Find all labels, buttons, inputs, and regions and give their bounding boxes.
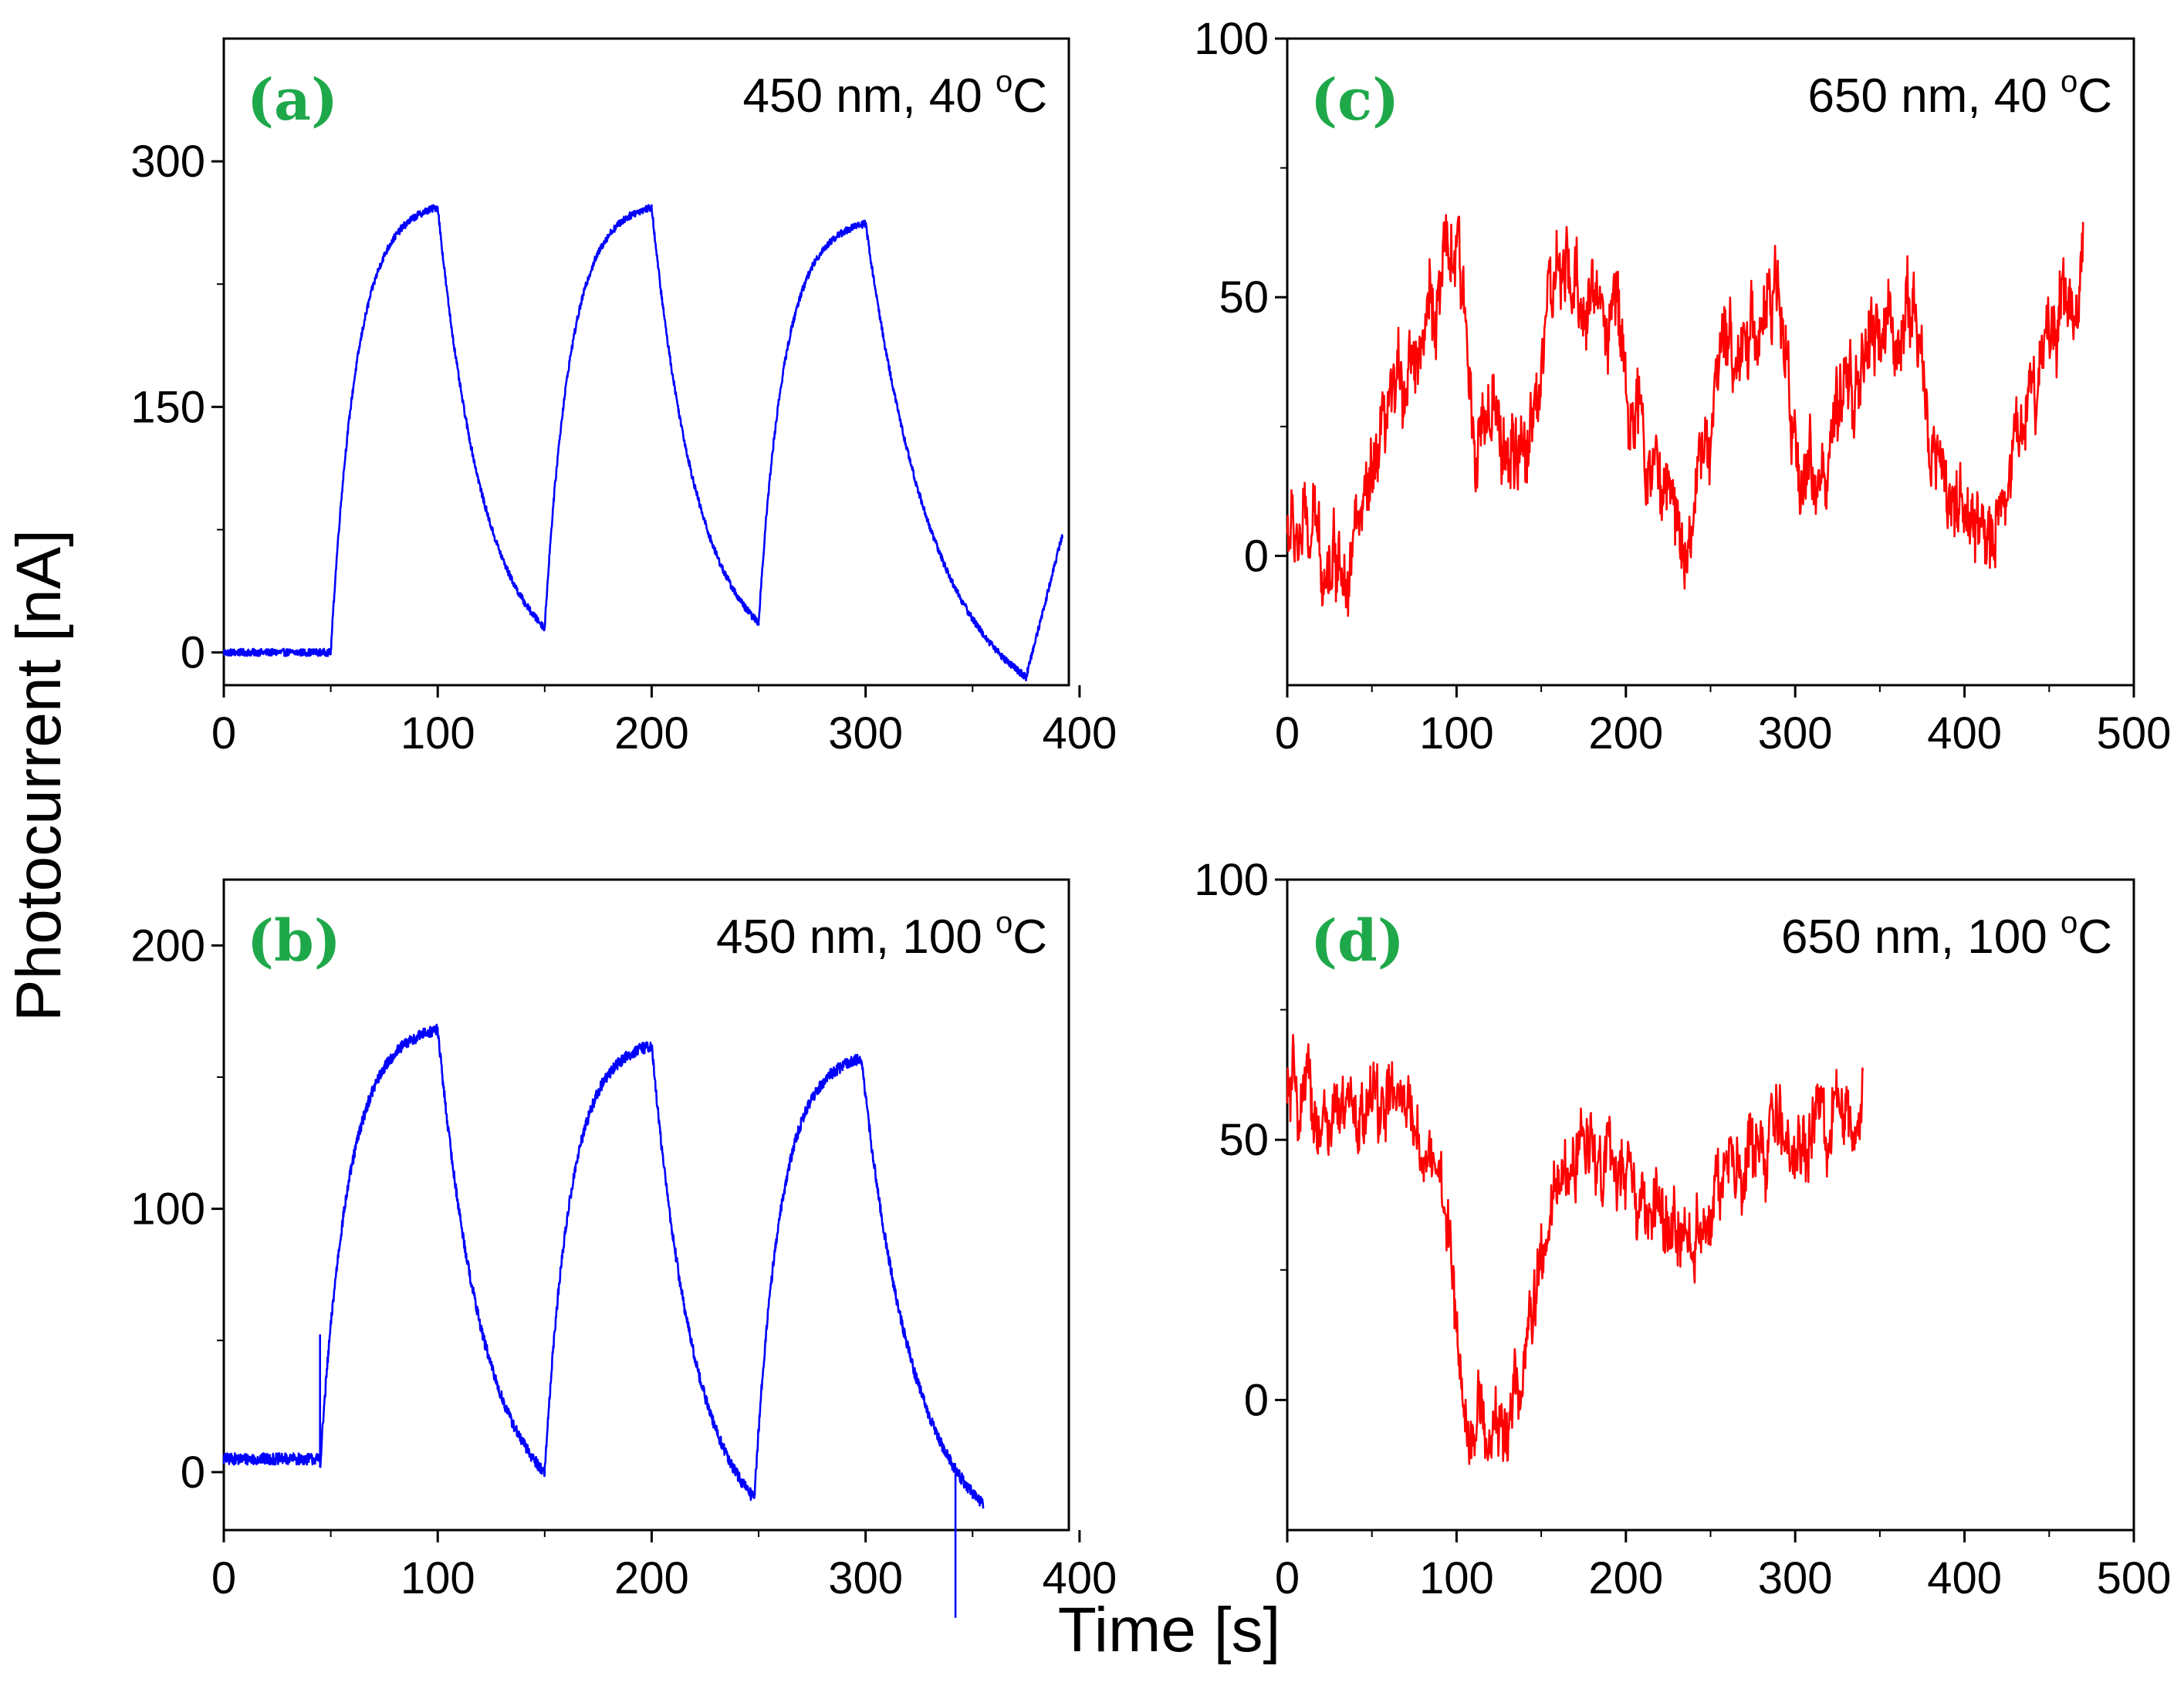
panel-d: 0 100 200 300 400 500 0 50 100 (d) 650 nm, 100 o… bbox=[1194, 855, 2171, 1603]
x-tick-label-c-2: 200 bbox=[1588, 708, 1663, 758]
x-tick-label-c-1: 100 bbox=[1419, 708, 1494, 758]
panel-b-annotation: 450 nm, 100 oC bbox=[716, 906, 1047, 964]
x-tick-label-b-2: 200 bbox=[614, 1553, 689, 1603]
panel-b-annotation-unit: C bbox=[1013, 910, 1047, 964]
panel-c-annotation-degree: o bbox=[2061, 65, 2078, 99]
y-tick-label-b-2: 200 bbox=[130, 921, 205, 971]
x-tick-label-c-4: 400 bbox=[1927, 708, 2002, 758]
panel-c-annotation: 650 nm, 40 oC bbox=[1808, 65, 2112, 123]
panel-b-frame bbox=[222, 878, 1070, 1532]
y-tick-label-d-0: 0 bbox=[1244, 1375, 1269, 1425]
panel-b-label: (b) bbox=[247, 908, 341, 975]
panel-b-annotation-main: 450 nm, 100 bbox=[716, 910, 996, 964]
y-tick-label-b-0: 0 bbox=[181, 1448, 205, 1498]
x-tick-label-a-4: 400 bbox=[1042, 708, 1117, 758]
panel-b: 0 100 200 300 400 0 100 200 (b) 450 nm, 100 oC bbox=[130, 878, 1117, 1618]
panel-a-label: (a) bbox=[247, 67, 338, 133]
panel-a-annotation-unit: C bbox=[1013, 69, 1047, 123]
y-tick-label-a-2: 300 bbox=[130, 137, 205, 187]
panel-c: 0 100 200 300 400 500 0 50 100 (c) 650 nm, 40 oC bbox=[1194, 14, 2171, 758]
panel-d-trace bbox=[1286, 1033, 1865, 1465]
x-tick-label-b-4: 400 bbox=[1042, 1553, 1117, 1603]
x-tick-label-c-5: 500 bbox=[2097, 708, 2172, 758]
panel-b-trace bbox=[222, 1023, 985, 1618]
x-tick-label-a-1: 100 bbox=[401, 708, 475, 758]
x-tick-label-a-0: 0 bbox=[211, 708, 236, 758]
panel-c-annotation-unit: C bbox=[2078, 69, 2112, 123]
panel-a: 0 100 200 300 400 0 150 300 (a) 450 nm, 40 oC bbox=[130, 37, 1117, 758]
y-tick-label-c-0: 0 bbox=[1244, 531, 1269, 581]
x-tick-label-d-4: 400 bbox=[1927, 1553, 2002, 1603]
x-tick-label-d-5: 500 bbox=[2097, 1553, 2172, 1603]
x-tick-label-d-1: 100 bbox=[1419, 1553, 1494, 1603]
x-tick-label-b-1: 100 bbox=[401, 1553, 475, 1603]
x-tick-label-a-2: 200 bbox=[614, 708, 689, 758]
x-tick-label-c-0: 0 bbox=[1275, 708, 1300, 758]
panel-a-trace bbox=[222, 204, 1063, 682]
panel-d-annotation-unit: C bbox=[2078, 910, 2112, 964]
panel-a-annotation: 450 nm, 40 oC bbox=[743, 65, 1047, 123]
x-axis-title: Time [s] bbox=[1058, 1595, 1281, 1665]
panel-a-annotation-degree: o bbox=[996, 65, 1013, 99]
panel-d-annotation: 650 nm, 100 oC bbox=[1781, 906, 2112, 964]
panel-c-label: (c) bbox=[1310, 67, 1399, 133]
x-tick-label-d-3: 300 bbox=[1758, 1553, 1833, 1603]
x-tick-label-d-2: 200 bbox=[1588, 1553, 1663, 1603]
panel-a-annotation-main: 450 nm, 40 bbox=[743, 69, 996, 123]
y-tick-label-a-0: 0 bbox=[181, 628, 205, 678]
x-tick-label-b-3: 300 bbox=[828, 1553, 903, 1603]
y-tick-label-b-1: 100 bbox=[130, 1184, 205, 1235]
panel-c-annotation-main: 650 nm, 40 bbox=[1808, 69, 2061, 123]
y-tick-label-d-1: 50 bbox=[1219, 1115, 1269, 1165]
panel-d-label: (d) bbox=[1310, 908, 1405, 975]
panel-b-annotation-degree: o bbox=[996, 906, 1013, 940]
x-tick-label-b-0: 0 bbox=[211, 1553, 236, 1603]
panel-d-annotation-degree: o bbox=[2061, 906, 2078, 940]
y-tick-label-a-1: 150 bbox=[130, 382, 205, 432]
panel-d-frame bbox=[1286, 878, 2135, 1532]
y-axis-title: Photocurrent [nA] bbox=[4, 529, 74, 1022]
y-tick-label-c-1: 50 bbox=[1219, 272, 1269, 323]
x-tick-label-d-0: 0 bbox=[1275, 1553, 1300, 1603]
x-tick-label-a-3: 300 bbox=[828, 708, 903, 758]
y-tick-label-c-2: 100 bbox=[1194, 14, 1269, 64]
y-tick-label-d-2: 100 bbox=[1194, 855, 1269, 905]
panel-d-annotation-main: 650 nm, 100 bbox=[1781, 910, 2061, 964]
x-tick-label-c-3: 300 bbox=[1758, 708, 1833, 758]
panel-a-frame bbox=[222, 37, 1070, 687]
panel-c-trace bbox=[1286, 214, 2084, 617]
